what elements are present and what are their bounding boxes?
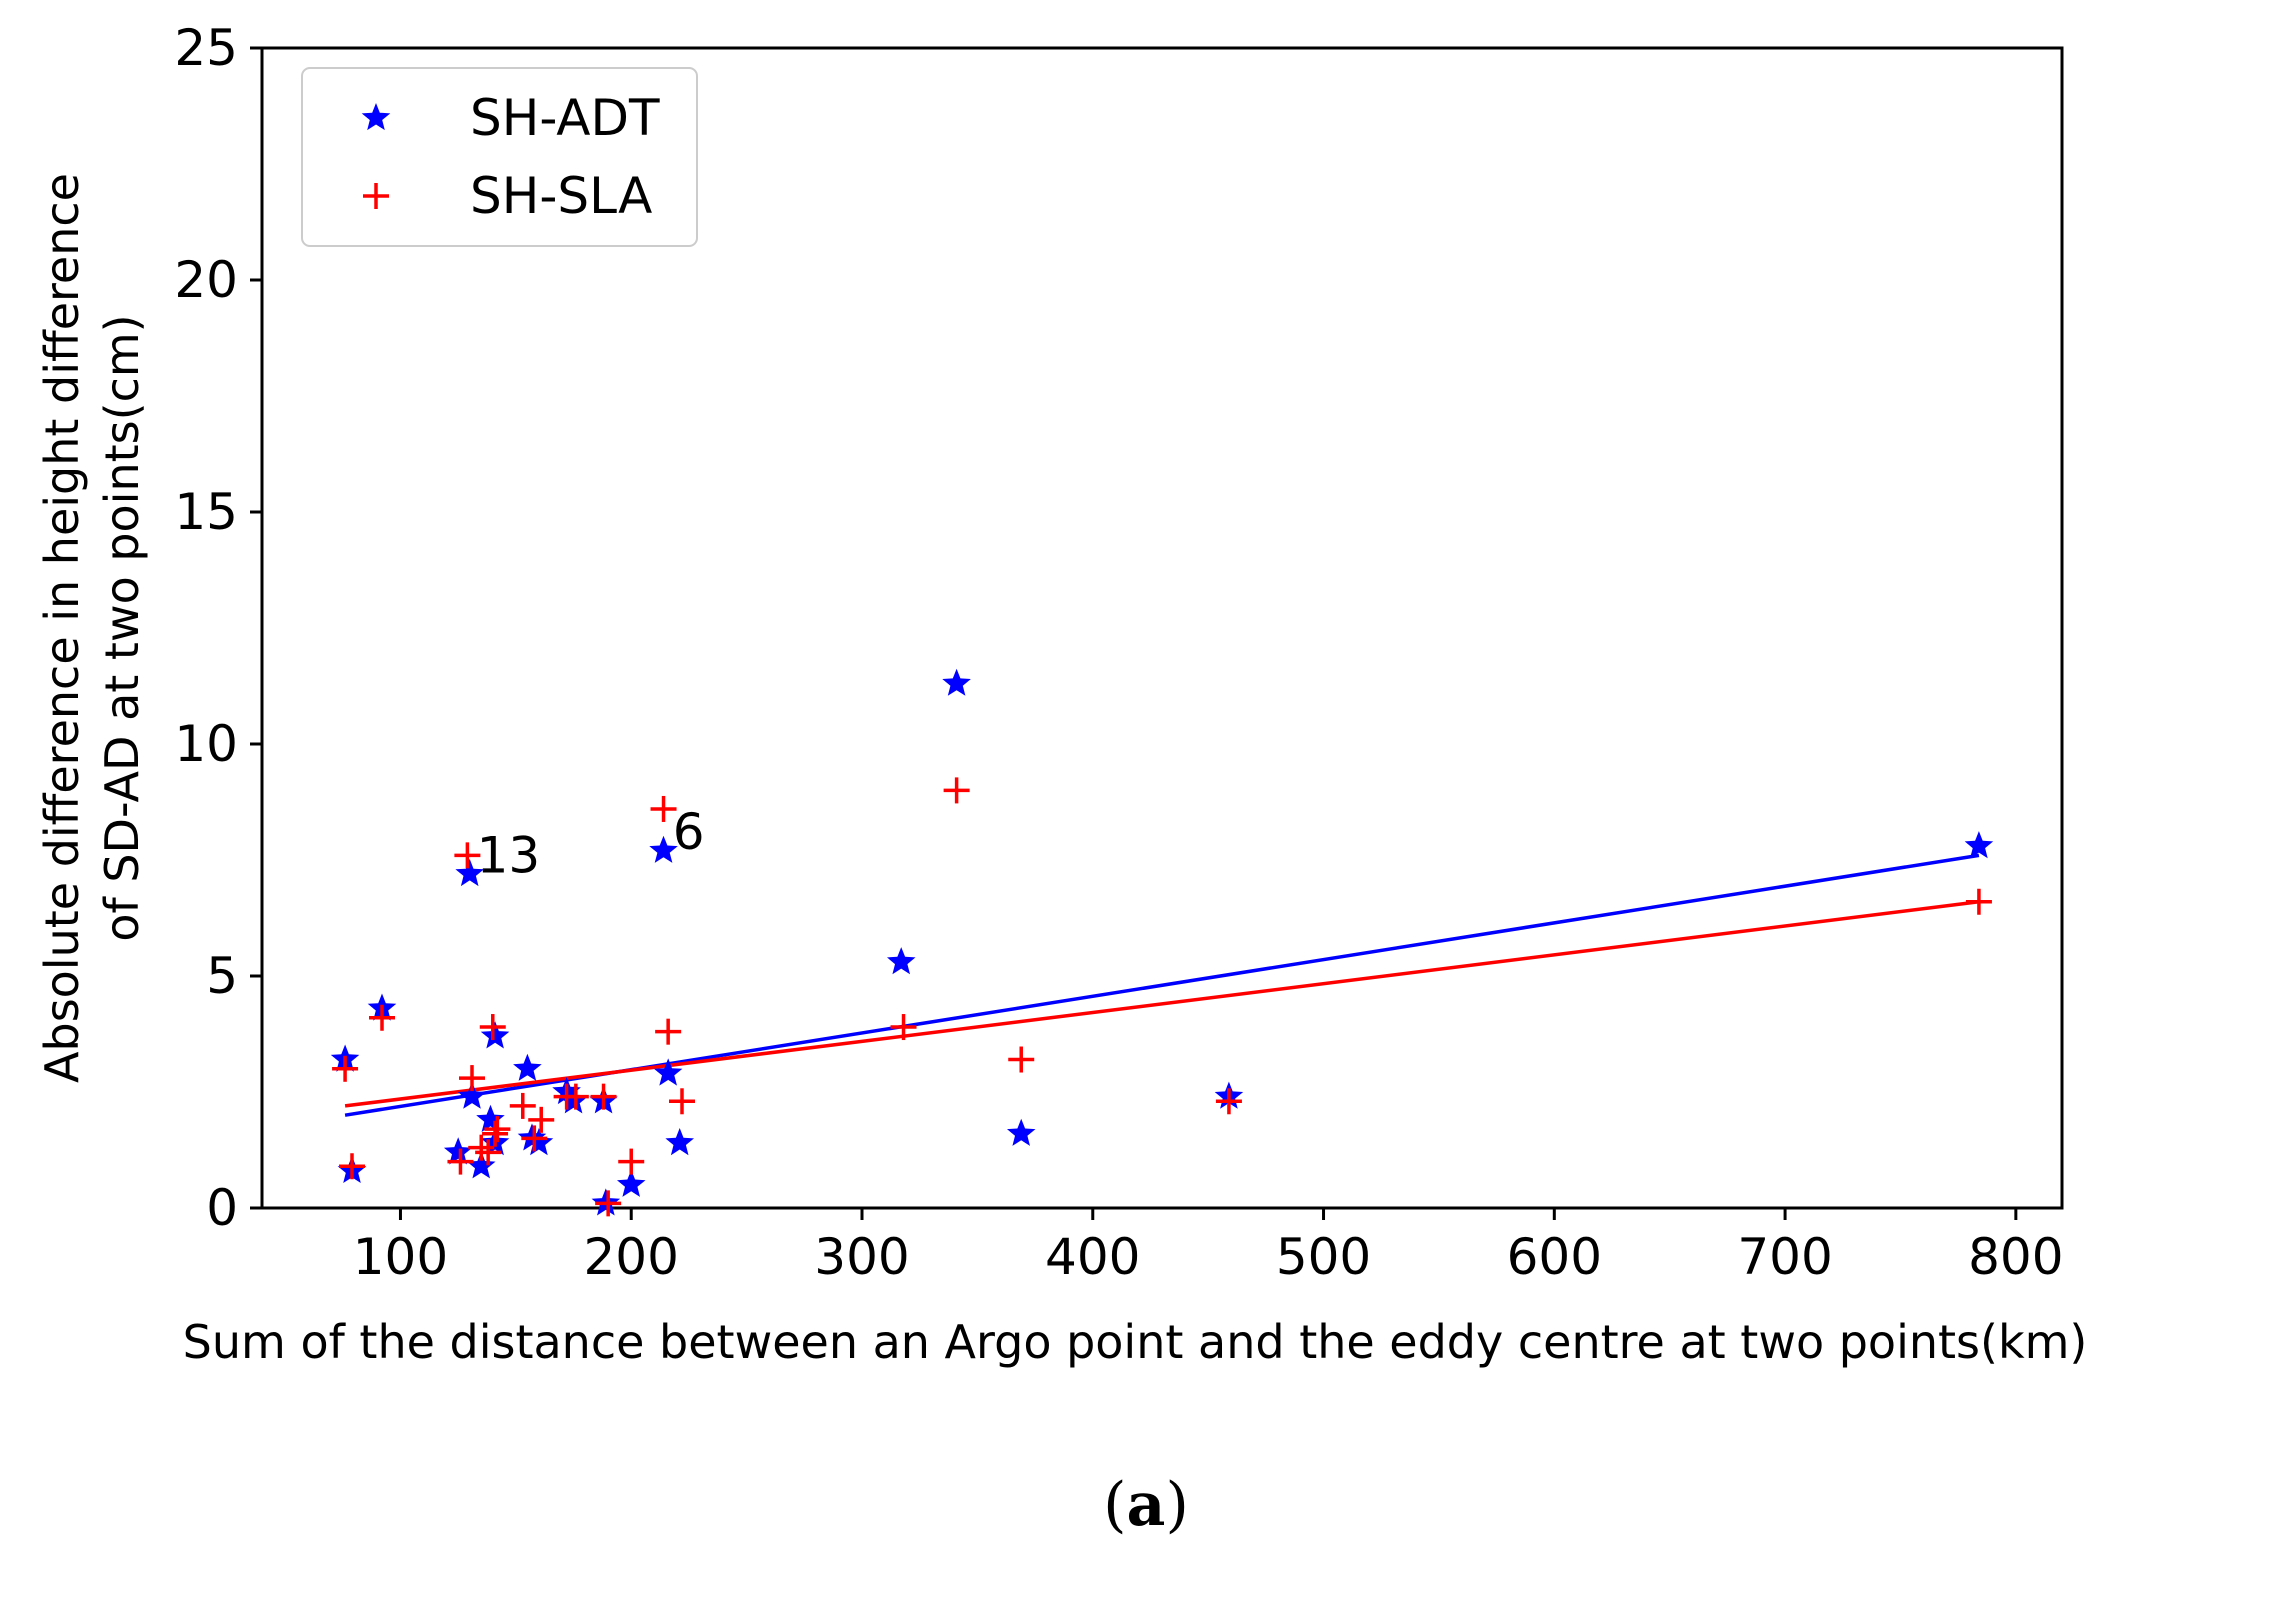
sh-adt-point [524, 1128, 554, 1156]
sh-adt-point [480, 1021, 510, 1049]
sh-adt-point [443, 1137, 473, 1165]
sh-sla-point [1008, 1046, 1035, 1073]
sh-sla-point [521, 1125, 548, 1152]
sh-adt-point [887, 947, 916, 975]
sh-adt-point [942, 668, 971, 696]
axis-ticks: 100 200 300 400 500 600 700 800 0 5 10 15 20 25 [174, 19, 2063, 1286]
sh-sla-point [669, 1088, 695, 1115]
sh-sla-point [655, 1018, 682, 1045]
sh-sla-point [482, 1120, 509, 1147]
sh-adt-point [467, 1151, 496, 1179]
point-annotation: 13 [477, 826, 541, 884]
y-tick-label: 25 [174, 19, 238, 77]
sh-adt-point [476, 1104, 505, 1132]
sh-sla-point [595, 1190, 622, 1217]
sh-sla-point [369, 1004, 395, 1031]
x-tick-label: 400 [1045, 1228, 1140, 1286]
x-tick-label: 300 [814, 1228, 909, 1286]
sh-adt-point [653, 1058, 683, 1086]
sh-sla-legend-marker [363, 183, 389, 209]
sh-sla-point [650, 795, 677, 822]
sh-adt-point [649, 835, 678, 863]
caption-close: ) [1165, 1470, 1189, 1540]
sh-adt-point [455, 858, 484, 887]
y-tick-label: 0 [206, 1179, 238, 1237]
sh-sla-point [943, 777, 970, 804]
x-tick-label: 100 [353, 1228, 448, 1286]
sh-adt-point [617, 1169, 646, 1197]
legend: SH-ADT SH-SLA [301, 67, 698, 247]
figure-caption: (a) [0, 1470, 2292, 1540]
sh-sla-point [590, 1083, 617, 1110]
sh-sla-point [332, 1055, 359, 1082]
x-tick-label: 600 [1507, 1228, 1602, 1286]
sh-sla-point [1215, 1088, 1242, 1115]
sh-adt-point [513, 1053, 542, 1081]
sh-adt-point [559, 1086, 588, 1114]
caption-open: ( [1103, 1470, 1127, 1540]
data-points [330, 668, 1994, 1217]
sh-sla-legend-label: SH-SLA [470, 167, 652, 225]
y-tick-label: 15 [174, 483, 238, 541]
plot-area [260, 46, 2064, 1210]
sh-sla-point [484, 1116, 511, 1143]
x-axis-label: Sum of the distance between an Argo poin… [183, 1315, 2088, 1369]
y-tick-label: 10 [174, 715, 238, 773]
sh-sla-point [339, 1153, 365, 1180]
sh-sla-point [1965, 888, 1992, 915]
x-tick-label: 800 [1968, 1228, 2063, 1286]
sh-sla-point [890, 1014, 917, 1041]
sh-adt-point [1007, 1118, 1036, 1146]
sh-sla-point [454, 842, 481, 869]
sh-sla-point [459, 1065, 485, 1092]
sh-sla-point [509, 1092, 536, 1119]
y-tick-label: 5 [206, 947, 238, 1005]
trend-lines [344, 853, 1980, 1117]
caption-letter: a [1126, 1470, 1166, 1540]
x-tick-label: 200 [584, 1228, 679, 1286]
sh-adt-legend-label: SH-ADT [470, 89, 660, 147]
sh-adt-point [665, 1128, 694, 1156]
y-axis-label-line1: Absolute difference in height difference [35, 173, 89, 1083]
y-axis-label-line2: of SD-AD at two points(cm) [95, 314, 149, 941]
sh-sla-trend-line [344, 900, 1980, 1108]
sh-adt-point [457, 1081, 487, 1109]
sh-sla-point [562, 1083, 589, 1110]
sh-sla-point [447, 1148, 474, 1175]
legend-box [301, 67, 698, 247]
sh-adt-point [1964, 831, 1994, 859]
sh-sla-point [618, 1148, 645, 1175]
sh-sla-point [475, 1139, 502, 1166]
sh-adt-legend-marker [361, 103, 391, 131]
point-annotations: 13 6 [477, 803, 705, 884]
point-annotation: 6 [673, 803, 705, 861]
x-tick-label: 700 [1737, 1228, 1832, 1286]
y-tick-label: 20 [174, 251, 238, 309]
sh-sla-point [479, 1014, 506, 1041]
sh-sla-point [528, 1106, 555, 1133]
x-tick-label: 500 [1276, 1228, 1371, 1286]
